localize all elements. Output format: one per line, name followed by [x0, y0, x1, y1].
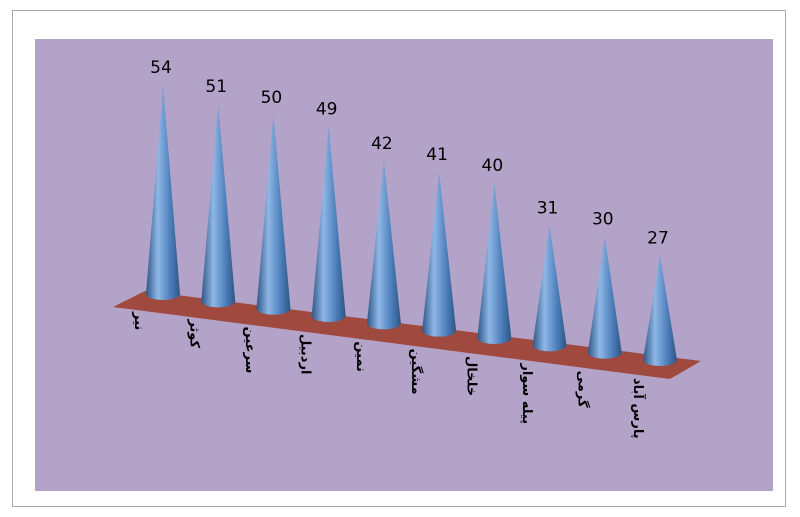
plot-area: [35, 39, 773, 491]
cone-4: [311, 126, 346, 322]
cone-body: [146, 85, 180, 300]
value-label: 30: [592, 210, 614, 230]
cone-body: [532, 225, 567, 352]
chart-floor: [113, 291, 701, 379]
cone-5: [366, 160, 401, 330]
data-labels: 54 51 50 49 42 41 40 31 30 27: [150, 58, 669, 249]
category-label: سرعین: [242, 327, 257, 374]
cone-1: [146, 85, 180, 300]
category-label: اردبیل: [297, 334, 312, 374]
cone-10: [643, 255, 677, 366]
cone-body: [366, 160, 401, 330]
category-label: گرمی: [575, 371, 591, 408]
cone-body: [311, 126, 346, 322]
value-label: 41: [426, 145, 448, 165]
cone-body: [201, 103, 236, 308]
cone-body: [422, 171, 457, 337]
category-labels: نیر کوثر سرعین اردبیل نمین مشگین خلخال پیله سوا…: [131, 311, 647, 439]
category-label: کوثر: [186, 318, 201, 348]
cone-series: [146, 85, 677, 366]
value-label: 31: [537, 198, 559, 218]
value-label: 51: [205, 77, 227, 97]
value-label: 50: [261, 88, 283, 108]
chart-frame: 54 51 50 49 42 41 40 31 30 27 نیر کوثر سرعین اردبیل ن…: [12, 10, 786, 507]
category-label: پارس آباد: [630, 378, 647, 439]
cone-body: [643, 255, 677, 366]
cone-body: [477, 183, 512, 344]
cone-6: [422, 171, 457, 337]
cone-8: [532, 225, 567, 352]
value-label: 40: [482, 156, 504, 176]
value-label: 42: [371, 134, 393, 154]
category-label: خلخال: [464, 356, 479, 396]
category-label: نمین: [353, 341, 368, 372]
cone-3: [256, 115, 291, 315]
value-label: 54: [150, 58, 172, 78]
cone-2: [201, 103, 236, 308]
cone-body: [587, 236, 622, 359]
value-label: 27: [647, 229, 669, 249]
cone-body: [256, 115, 291, 315]
category-label: مشگین: [408, 349, 424, 395]
cone-7: [477, 183, 512, 344]
value-label: 49: [316, 99, 338, 119]
cone-9: [587, 236, 622, 359]
category-label: نیر: [131, 311, 146, 330]
category-label: پیله سوار: [519, 362, 534, 424]
